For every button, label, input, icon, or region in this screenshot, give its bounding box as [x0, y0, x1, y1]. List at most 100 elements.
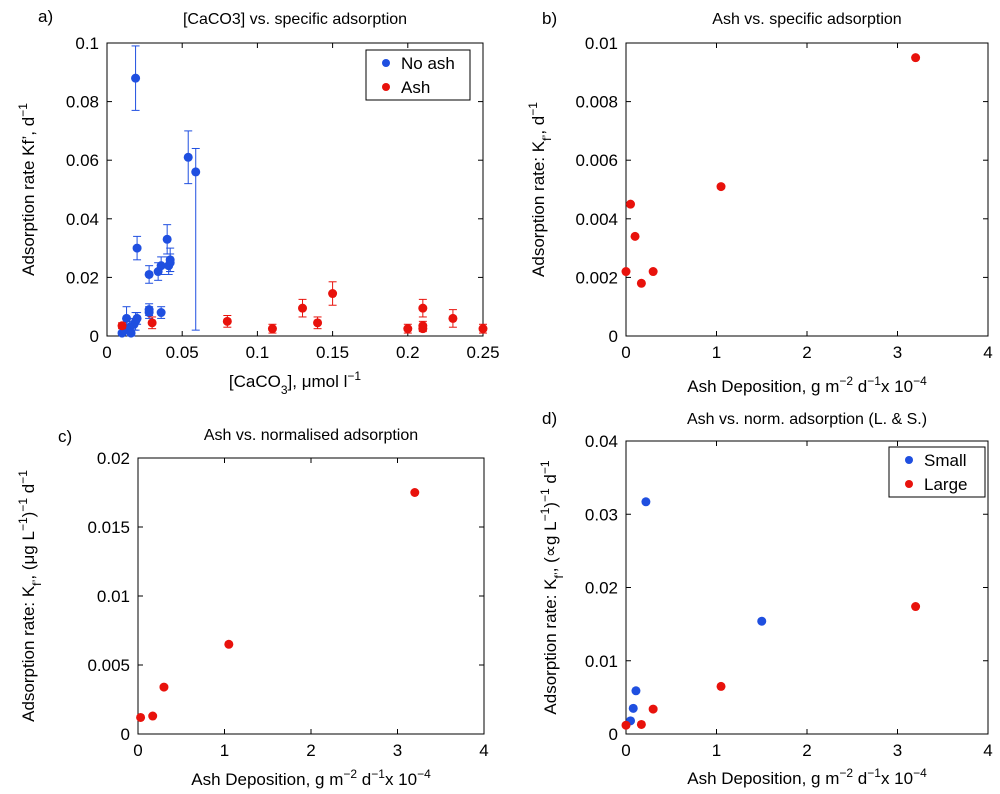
y-tick-label: 0.004: [575, 210, 618, 229]
data-point: [132, 313, 142, 323]
data-point: [132, 243, 142, 253]
y-tick-label: 0.02: [66, 268, 99, 287]
panel-label: b): [542, 9, 557, 28]
data-point: [126, 328, 136, 338]
y-tick-label: 0.08: [66, 93, 99, 112]
x-axis-label: Ash Deposition, g m−2 d−1x 10−4: [687, 766, 927, 788]
x-tick-label: 0: [102, 343, 111, 362]
data-point: [631, 686, 641, 696]
data-point: [636, 278, 646, 288]
x-tick-label: 4: [983, 741, 992, 760]
x-tick-label: 1: [712, 343, 721, 362]
legend-box: [365, 49, 471, 101]
legend-label: Small: [924, 451, 967, 470]
data-point: [418, 303, 428, 313]
data-point: [648, 267, 658, 277]
data-point: [191, 167, 201, 177]
legend-marker: [382, 59, 390, 67]
y-tick-label: 0.1: [75, 34, 99, 53]
y-tick-label: 0: [121, 725, 130, 744]
y-axis-label: Adsorption rate: Kf’, d−1: [526, 102, 554, 277]
data-point: [222, 316, 232, 326]
data-point: [716, 182, 726, 192]
data-point: [162, 234, 172, 244]
plot-frame: [625, 42, 989, 337]
panel-label: d): [542, 409, 557, 428]
data-layer: [117, 45, 488, 338]
panel-label: c): [58, 427, 72, 446]
series-large: [621, 602, 921, 730]
data-point: [156, 308, 166, 318]
data-point: [410, 488, 420, 497]
data-layer: [621, 497, 921, 730]
chart-title: [CaCO3] vs. specific adsorption: [183, 11, 407, 28]
x-tick-label: 4: [983, 343, 992, 362]
x-axis-label: Ash Deposition, g m−2 d−1x 10−4: [687, 374, 927, 396]
y-tick-label: 0.015: [87, 518, 130, 537]
y-tick-label: 0.008: [575, 93, 618, 112]
data-point: [267, 324, 277, 334]
y-axis-label: Adsorption rate Kf’, d−1: [16, 103, 38, 276]
x-tick-label: 1: [220, 741, 229, 760]
x-tick-label: 0.2: [396, 343, 420, 362]
y-tick-label: 0.01: [585, 652, 618, 671]
data-point: [628, 703, 638, 713]
data-point: [144, 269, 154, 279]
chart-title: Ash vs. specific adsorption: [712, 11, 901, 28]
panel-2: 0 1 2 3 4 0 0.002 0.004 0.006 0.008 0.01 Ash vs. sp…: [526, 9, 993, 396]
chart-title: Ash vs. norm. adsorption (L. & S.): [687, 411, 927, 428]
x-tick-label: 0.25: [466, 343, 499, 362]
x-axis-label: [CaCO3], μmol l−1: [229, 369, 362, 397]
x-tick-label: 0: [133, 741, 142, 760]
data-point: [328, 289, 338, 299]
data-point: [757, 616, 767, 626]
y-axis-label: Adsorption rate: Kf’, (∝g L−1)−1 d−1: [538, 460, 566, 714]
x-tick-label: 3: [393, 741, 402, 760]
data-point: [224, 639, 234, 649]
x-tick-label: 3: [893, 741, 902, 760]
data-point: [636, 719, 646, 729]
data-layer: [136, 488, 420, 722]
data-point: [621, 720, 631, 730]
data-point: [148, 711, 158, 721]
legend-marker: [905, 456, 913, 464]
plot-frame: [106, 42, 484, 337]
data-point: [156, 261, 166, 271]
data-point: [165, 255, 175, 265]
y-tick-label: 0: [90, 327, 99, 346]
chart-title: Ash vs. normalised adsorption: [204, 427, 418, 444]
legend: No ash Ash: [365, 49, 471, 101]
data-point: [648, 704, 658, 714]
legend-label: Ash: [401, 78, 430, 97]
data-layer: [621, 53, 921, 288]
x-tick-label: 1: [712, 741, 721, 760]
data-point: [147, 318, 157, 328]
series-0: [136, 488, 420, 722]
data-point: [621, 267, 631, 277]
data-point: [448, 313, 458, 323]
y-tick-label: 0.02: [585, 579, 618, 598]
y-tick-label: 0.04: [66, 210, 99, 229]
x-tick-label: 3: [893, 343, 902, 362]
data-point: [122, 313, 132, 323]
data-point: [630, 231, 640, 241]
panel-1: 0 0.05 0.1 0.15 0.2 0.25 0 0.02 0.04 0.06 0.08 0.1 […: [16, 7, 500, 397]
legend-marker: [905, 480, 913, 488]
series-0: [621, 53, 921, 288]
y-tick-label: 0: [609, 725, 618, 744]
x-tick-label: 0.05: [166, 343, 199, 362]
data-point: [131, 73, 141, 83]
x-tick-label: 0.15: [316, 343, 349, 362]
legend-marker: [382, 83, 390, 91]
x-axis-label: Ash Deposition, g m−2 d−1x 10−4: [191, 767, 431, 789]
x-tick-label: 2: [306, 741, 315, 760]
series-small: [626, 497, 767, 726]
y-tick-label: 0.006: [575, 151, 618, 170]
data-point: [183, 152, 193, 162]
y-tick-label: 0.04: [585, 432, 618, 451]
data-point: [911, 53, 921, 63]
data-point: [403, 324, 413, 334]
x-tick-label: 2: [802, 741, 811, 760]
y-tick-label: 0.002: [575, 268, 618, 287]
